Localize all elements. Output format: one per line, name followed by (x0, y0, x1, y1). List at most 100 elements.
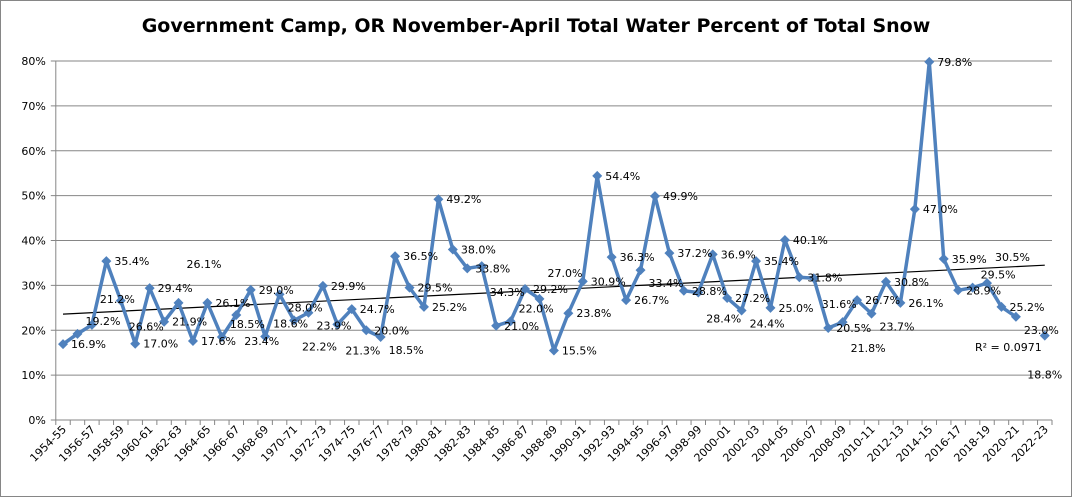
data-label: 17.6% (201, 335, 236, 348)
data-label: 23.0% (1024, 324, 1059, 337)
data-label: 34.3% (490, 286, 525, 299)
chart-title: Government Camp, OR November-April Total… (142, 15, 931, 37)
data-label: 36.3% (620, 251, 655, 264)
data-label: 40.1% (793, 234, 828, 247)
data-point-marker (520, 283, 531, 294)
data-point-marker (909, 204, 920, 215)
data-point-marker (880, 276, 891, 287)
data-point-marker (462, 263, 473, 274)
data-point-marker (86, 319, 97, 330)
trendline (62, 264, 1045, 315)
data-point-marker (303, 307, 314, 318)
data-label: 21.9% (172, 316, 207, 329)
data-point-marker (592, 170, 603, 181)
data-point-marker (289, 315, 300, 326)
data-labels: 16.9% 19.2% 21.2% 35.4% 26.6% 17.0% 29.4% 21.9%… (71, 56, 1062, 382)
data-point-marker (173, 297, 184, 308)
data-label: 22.0% (519, 302, 554, 315)
data-point-marker (982, 278, 993, 289)
data-label: 26.7% (634, 294, 669, 307)
data-point-marker (707, 249, 718, 260)
data-point-marker (808, 273, 819, 284)
series-line (58, 56, 1050, 356)
data-point-marker (548, 345, 559, 356)
data-label: 31.8% (807, 271, 842, 284)
data-point-marker (317, 280, 328, 291)
data-label: 22.2% (302, 340, 337, 353)
data-label: 26.7% (865, 294, 900, 307)
data-label: 33.4% (649, 277, 684, 290)
data-label: 49.2% (446, 193, 481, 206)
data-point-marker (606, 252, 617, 263)
data-point-marker (693, 287, 704, 298)
data-label: 30.8% (894, 276, 929, 289)
data-label: 26.6% (129, 321, 164, 334)
y-tick-label: 30% (21, 279, 45, 292)
data-point-marker (260, 331, 271, 342)
data-label: 36.9% (721, 248, 756, 261)
data-point-marker (130, 338, 141, 349)
data-label: 28.9% (966, 284, 1001, 297)
data-label: 25.2% (432, 301, 467, 314)
data-point-marker (390, 251, 401, 262)
data-point-marker (216, 331, 227, 342)
data-point-marker (231, 309, 242, 320)
data-label: 21.3% (345, 344, 380, 357)
data-point-marker (924, 56, 935, 67)
data-point-marker (823, 323, 834, 334)
data-point-marker (621, 295, 632, 306)
data-label: 23.9% (316, 320, 351, 333)
data-point-marker (577, 276, 588, 287)
data-label: 21.2% (100, 293, 135, 306)
data-label: 17.0% (143, 338, 178, 351)
data-label: 29.9% (331, 280, 366, 293)
data-point-marker (245, 284, 256, 295)
data-label: 18.6% (273, 318, 308, 331)
data-point-marker (938, 253, 949, 264)
data-label: 35.4% (114, 255, 149, 268)
data-label: 21.8% (851, 342, 886, 355)
data-point-marker (404, 282, 415, 293)
data-point-marker (649, 191, 660, 202)
y-tick-label: 20% (21, 324, 45, 337)
data-label: 26.1% (187, 258, 222, 271)
data-label: 35.4% (764, 255, 799, 268)
data-label: 19.2% (85, 315, 120, 328)
data-point-marker (678, 285, 689, 296)
data-label: 16.9% (71, 338, 106, 351)
data-label: 54.4% (605, 170, 640, 183)
data-label: 28.0% (288, 301, 323, 314)
data-point-marker (58, 339, 69, 350)
data-point-marker (418, 301, 429, 312)
data-point-marker (101, 256, 112, 267)
data-label: 47.0% (923, 203, 958, 216)
data-point-marker (447, 244, 458, 255)
data-point-marker (895, 297, 906, 308)
data-label: 29.5% (418, 282, 453, 295)
data-point-marker (202, 297, 213, 308)
data-label: 49.9% (663, 190, 698, 203)
data-point-marker (967, 282, 978, 293)
data-point-marker (491, 320, 502, 331)
data-label: 18.5% (389, 344, 424, 357)
data-label: 28.8% (692, 285, 727, 298)
data-label: 25.2% (1009, 301, 1044, 314)
y-tick-label: 10% (21, 369, 45, 382)
data-label: 18.8% (1027, 369, 1062, 382)
data-point-marker (476, 261, 487, 272)
data-point-marker (852, 295, 863, 306)
data-point-marker (996, 301, 1007, 312)
data-label: 36.5% (403, 250, 438, 263)
data-point-marker (866, 308, 877, 319)
data-label: 23.4% (244, 335, 279, 348)
data-point-marker (274, 289, 285, 300)
data-point-marker (144, 283, 155, 294)
data-point-marker (794, 272, 805, 283)
data-point-marker (765, 302, 776, 313)
data-point-marker (505, 316, 516, 327)
data-point-marker (332, 319, 343, 330)
data-label: 27.0% (547, 267, 582, 280)
gridlines (50, 60, 1052, 421)
data-label: 26.1% (215, 297, 250, 310)
